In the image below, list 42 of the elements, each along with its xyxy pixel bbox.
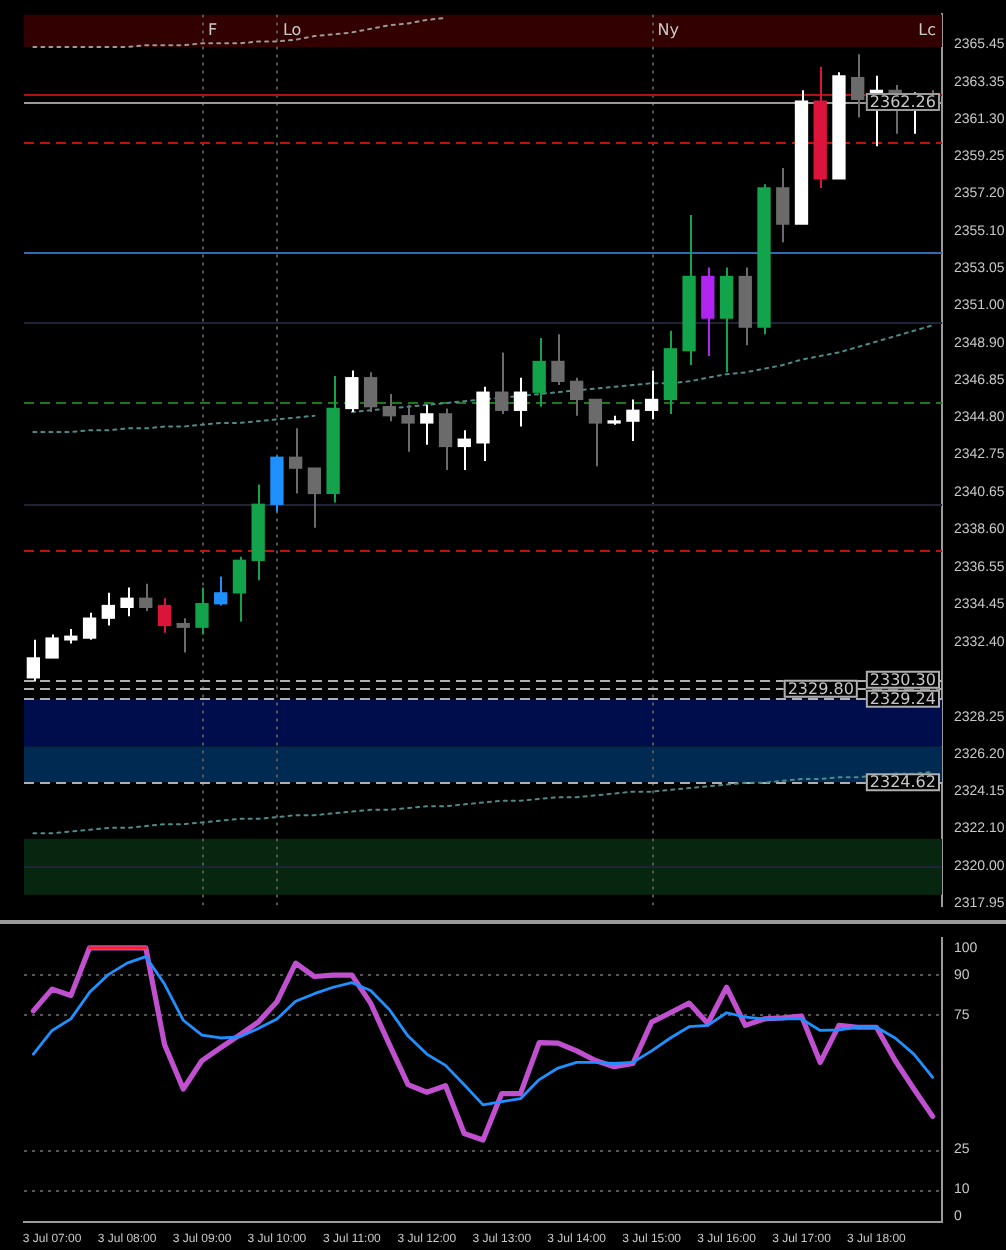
candlestick — [551, 333, 565, 386]
candlestick — [288, 427, 303, 495]
candlestick — [45, 633, 59, 659]
candlestick — [570, 376, 584, 417]
candlestick — [363, 371, 378, 414]
candlestick — [719, 266, 734, 374]
candlestick — [495, 351, 509, 415]
candlestick — [420, 403, 434, 446]
ref-line-label: 2329.24 — [869, 689, 936, 708]
candlestick — [101, 591, 115, 627]
candlestick — [214, 575, 228, 607]
candlestick — [120, 586, 134, 618]
ref-line-label: F — [207, 20, 218, 39]
candlestick — [26, 638, 41, 683]
candlestick — [157, 597, 172, 634]
candlestick — [644, 369, 659, 421]
ref-line-label: 2324.62 — [869, 773, 936, 792]
candlestick — [588, 398, 603, 468]
candlestick — [307, 467, 322, 529]
candlestick — [401, 403, 415, 453]
candlestick — [139, 582, 153, 612]
candlestick — [195, 586, 209, 636]
candlestick — [382, 393, 396, 423]
ref-line-label: 2362.26 — [869, 93, 936, 112]
line-series — [32, 17, 447, 48]
candlestick — [82, 611, 97, 641]
candlestick — [532, 336, 546, 408]
candlestick — [626, 398, 640, 443]
candlestick — [851, 53, 865, 119]
ref-line-label: 2330.30 — [869, 670, 936, 689]
ref-line-label: Lo — [282, 20, 302, 39]
candlestick — [345, 369, 359, 414]
ref-line-label: Ny — [657, 20, 680, 39]
candlestick — [232, 555, 247, 623]
candlestick — [513, 376, 528, 428]
candlestick — [457, 429, 471, 471]
ref-line-label: 2329.80 — [787, 679, 854, 698]
candlestick — [438, 407, 453, 471]
candlestick — [701, 266, 715, 358]
candlestick — [776, 167, 790, 244]
annotation: Lc — [918, 20, 936, 39]
candlestick — [176, 617, 190, 654]
